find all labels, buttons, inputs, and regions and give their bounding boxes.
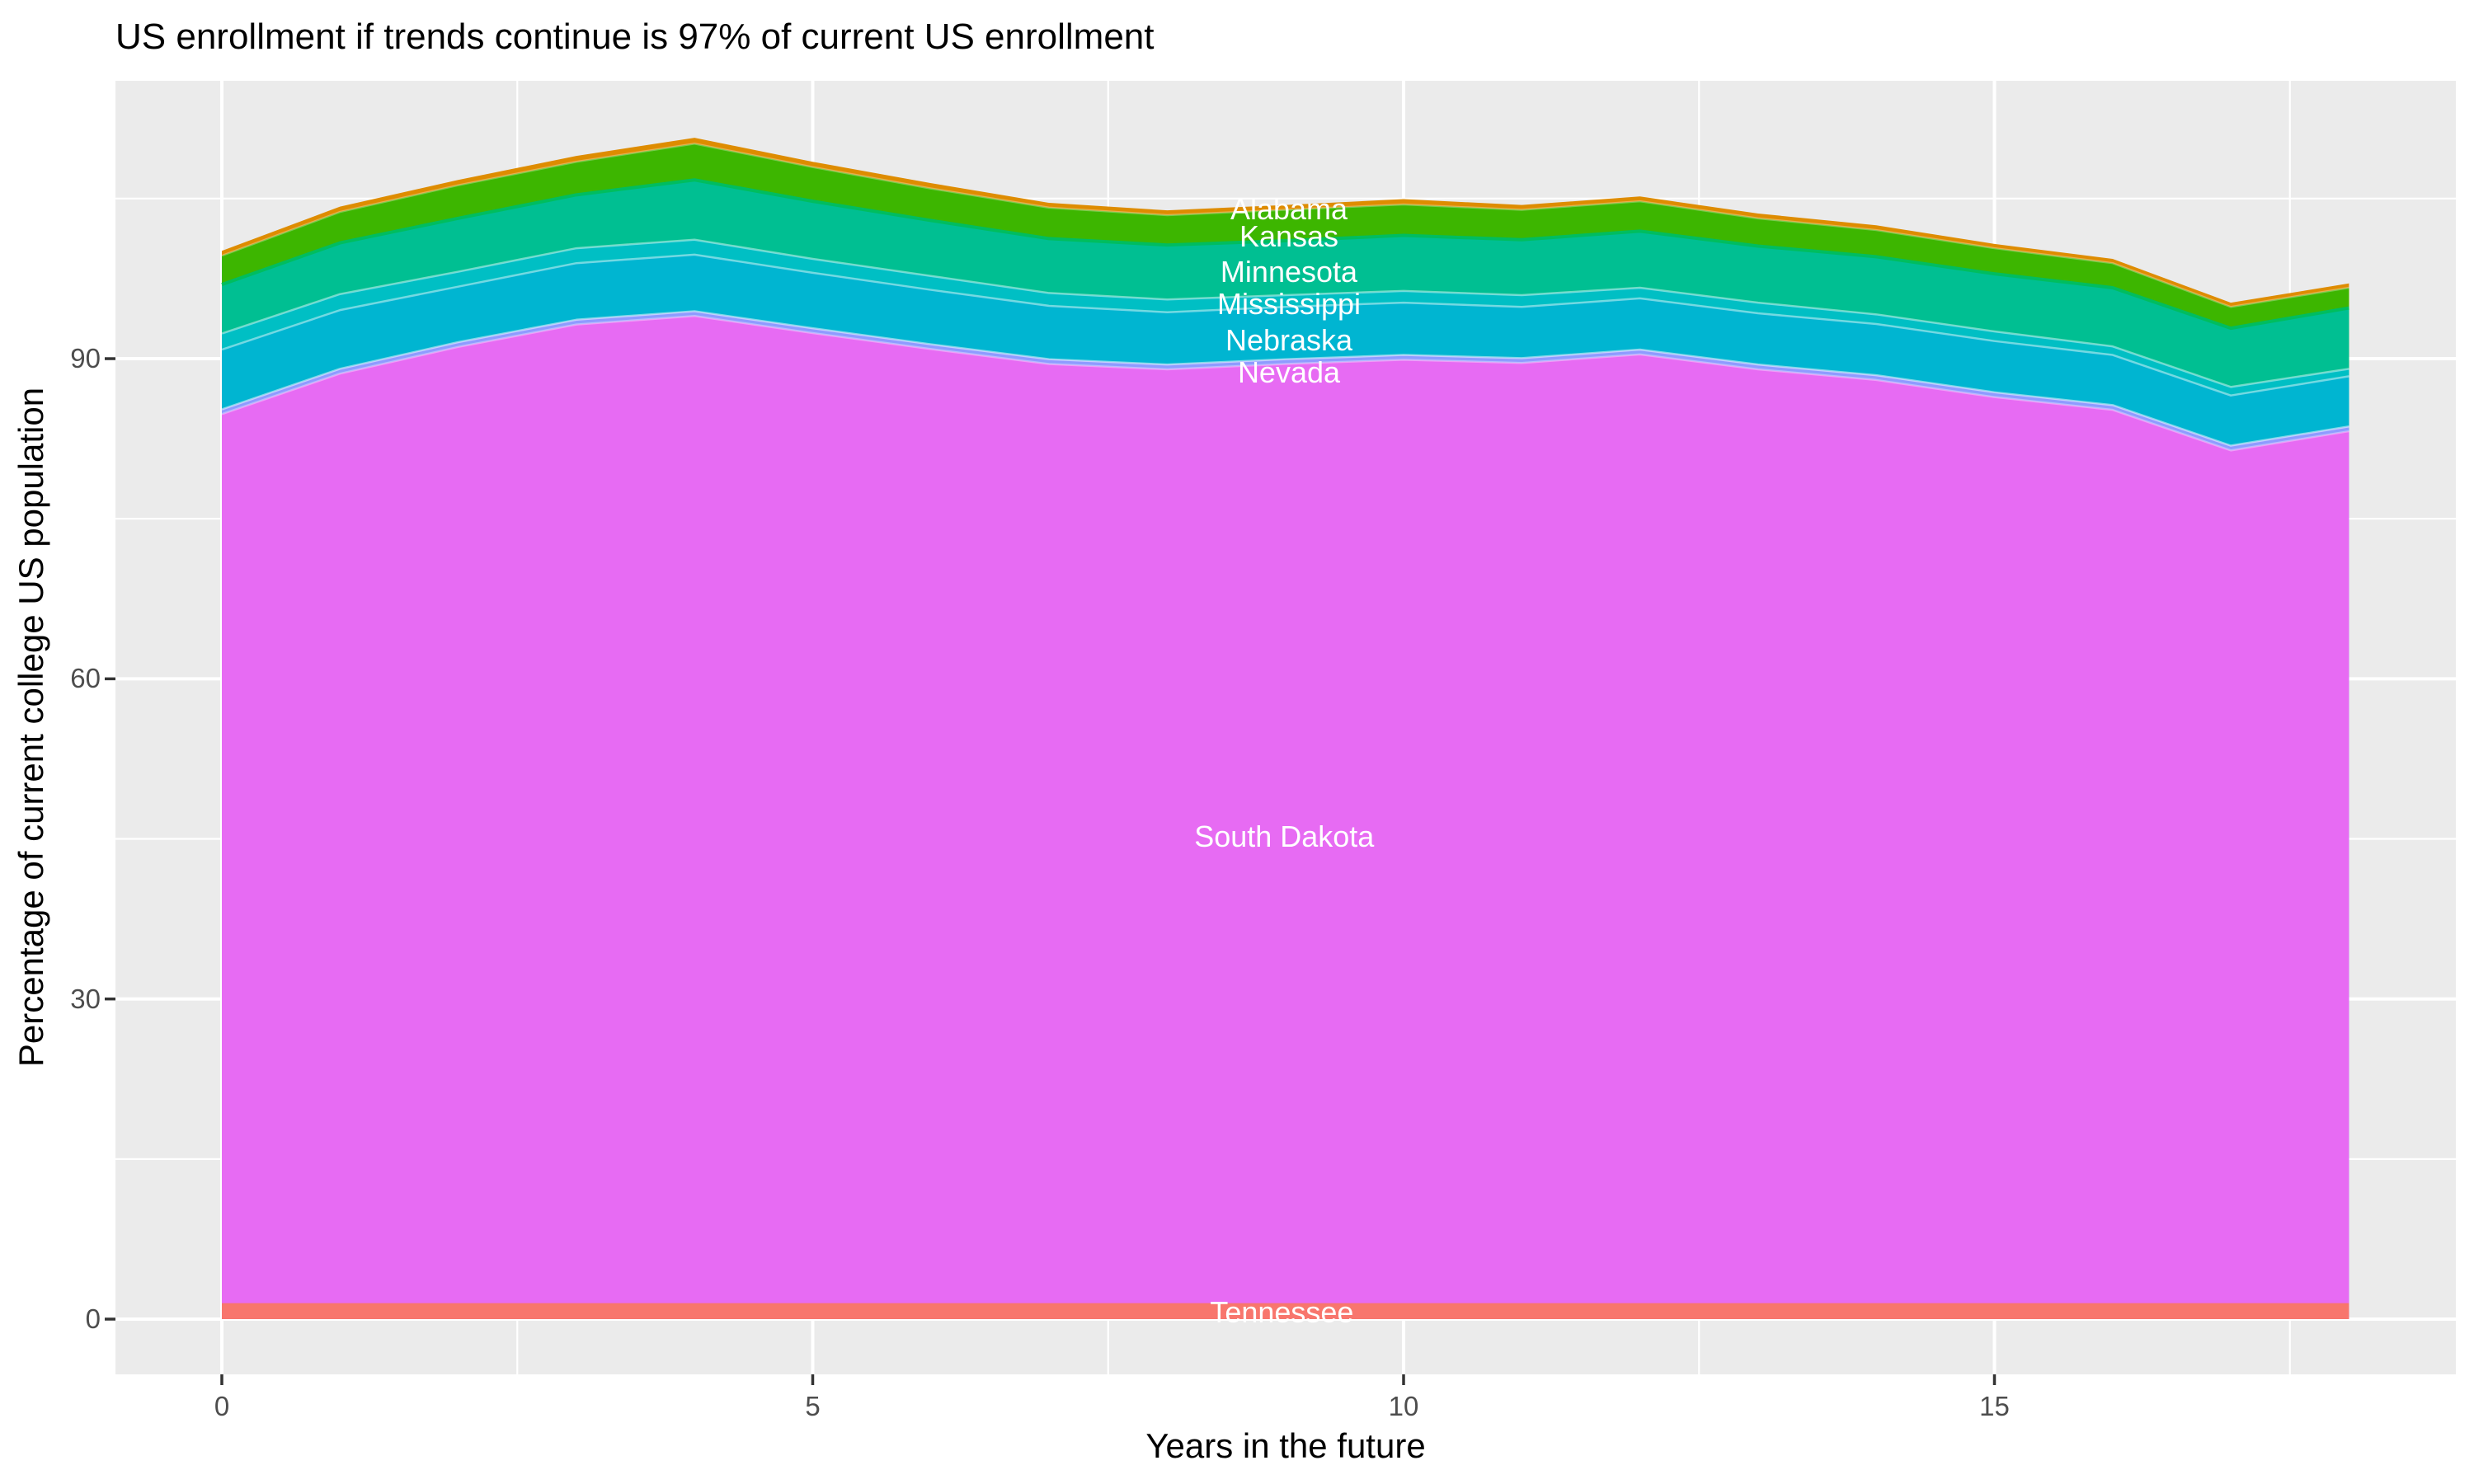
area-south_dakota bbox=[222, 316, 2349, 1319]
area-edge-mississippi bbox=[221, 238, 2349, 388]
area-edge-nebraska bbox=[221, 253, 2349, 397]
area-tennessee bbox=[222, 1303, 2349, 1319]
area-edge-minnesota bbox=[221, 178, 2349, 331]
area-edge-south_dakota bbox=[221, 315, 2349, 452]
area-edge-kansas bbox=[221, 142, 2349, 308]
area-edge-nevada bbox=[221, 310, 2349, 447]
